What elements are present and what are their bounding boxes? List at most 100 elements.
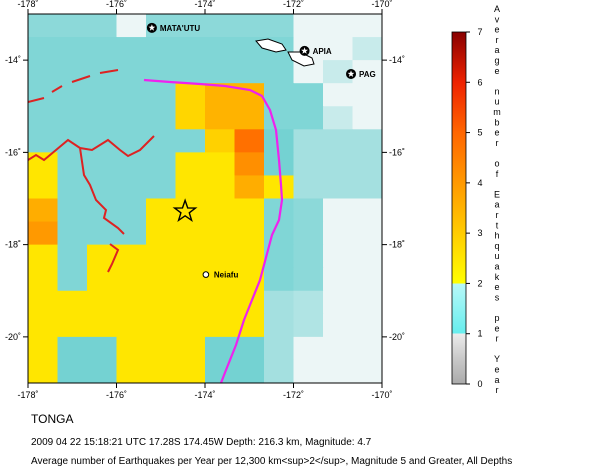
colorbar-ticks: 0 1 2 3 4 5 6 7 xyxy=(466,27,483,389)
map-ticks: -178˚ -178˚ -176˚ -176˚ -174˚ -174˚ -172˚ -172˚… xyxy=(5,0,405,400)
lon-tick-label: -170˚ xyxy=(371,0,392,9)
grid-cell xyxy=(205,14,235,38)
grid-cell xyxy=(116,244,147,269)
place-label: MATA'UTU xyxy=(160,24,200,33)
town-dot-icon xyxy=(202,271,210,278)
grid-cell xyxy=(234,359,265,383)
grid-cell xyxy=(175,336,206,361)
colorbar-title-letter: a xyxy=(494,375,499,385)
grid-cell xyxy=(116,359,147,383)
grid-cell xyxy=(205,152,235,176)
grid-cell xyxy=(352,267,382,292)
colorbar-title-letter: h xyxy=(494,231,499,241)
colorbar-tick-label: 7 xyxy=(477,27,482,37)
lat-tick-label: -18˚ xyxy=(389,240,405,250)
grid-cell xyxy=(87,267,117,292)
colorbar-tick-label: 0 xyxy=(477,379,482,389)
legend-caption: Average number of Earthquakes per Year p… xyxy=(31,456,513,467)
grid-cell xyxy=(175,221,206,246)
grid-cell xyxy=(28,129,58,153)
colorbar-title-letter: n xyxy=(494,86,499,96)
region-title: TONGA xyxy=(31,412,74,426)
grid-cell xyxy=(146,175,176,199)
grid-cell xyxy=(264,60,294,84)
grid-cell xyxy=(116,152,147,176)
lon-tick-label: -170˚ xyxy=(371,390,392,400)
grid-cell xyxy=(175,175,206,199)
colorbar-title-letter: e xyxy=(494,365,499,375)
grid-cell xyxy=(352,221,382,246)
city-star-icon xyxy=(148,24,156,31)
grid-cell xyxy=(116,129,147,153)
grid-cell xyxy=(323,336,353,361)
colorbar-title-letter: e xyxy=(494,66,499,76)
grid-cell xyxy=(352,152,382,176)
colorbar-title-letter: o xyxy=(494,159,499,169)
grid-cell xyxy=(264,106,294,130)
grid-cell xyxy=(205,313,235,338)
grid-cell xyxy=(323,152,353,176)
grid-cell xyxy=(146,267,176,292)
grid-cell xyxy=(175,60,206,84)
fault-lines xyxy=(28,69,155,273)
grid-cell xyxy=(116,313,147,338)
grid-cell xyxy=(28,106,58,130)
grid-cell xyxy=(352,198,382,223)
grid-cell xyxy=(293,60,324,84)
grid-cell xyxy=(87,83,117,107)
grid-cell xyxy=(28,221,58,246)
grid-cell xyxy=(175,37,206,61)
lon-tick-label: -174˚ xyxy=(194,390,215,400)
grid-cell xyxy=(175,290,206,315)
colorbar-title-letter: Y xyxy=(494,354,500,364)
grid-cell xyxy=(28,267,58,292)
grid-cell xyxy=(57,198,88,223)
grid-cell xyxy=(87,106,117,130)
grid-cell xyxy=(234,37,265,61)
grid-cell xyxy=(146,290,176,315)
grid-cell xyxy=(323,359,353,383)
grid-cell xyxy=(146,152,176,176)
grid-cell xyxy=(234,60,265,84)
grid-cell xyxy=(205,60,235,84)
grid-cell xyxy=(293,290,324,315)
grid-cell xyxy=(87,313,117,338)
grid-cell xyxy=(175,14,206,38)
grid-cell xyxy=(205,175,235,199)
grid-cell xyxy=(352,244,382,269)
grid-cell xyxy=(116,106,147,130)
grid-cell xyxy=(87,359,117,383)
grid-cell xyxy=(293,14,324,38)
colorbar-title-letter: t xyxy=(496,220,499,230)
colorbar-tick-label: 3 xyxy=(477,228,482,238)
grid-cell xyxy=(234,198,265,223)
grid-cell xyxy=(234,336,265,361)
grid-cell xyxy=(146,359,176,383)
grid-cell xyxy=(352,336,382,361)
colorbar-title-letter: s xyxy=(495,292,500,302)
grid-cell xyxy=(323,313,353,338)
grid-cell xyxy=(323,106,353,130)
city-star-icon xyxy=(347,70,355,77)
lat-tick-label: -14˚ xyxy=(5,55,21,65)
grid-cell xyxy=(234,106,265,130)
density-grid xyxy=(28,14,382,383)
grid-cell xyxy=(87,221,117,246)
grid-cell xyxy=(234,129,265,153)
grid-cell xyxy=(352,37,382,61)
grid-cell xyxy=(57,244,88,269)
grid-cell xyxy=(28,244,58,269)
grid-cell xyxy=(234,152,265,176)
colorbar-title-letter: a xyxy=(494,45,499,55)
colorbar-title-letter: b xyxy=(494,117,499,127)
colorbar-title-letter: u xyxy=(494,97,499,107)
grid-cell xyxy=(146,313,176,338)
grid-cell xyxy=(146,37,176,61)
colorbar-title-letter: m xyxy=(493,107,501,117)
colorbar-title-letter: p xyxy=(494,313,499,323)
grid-cell xyxy=(352,129,382,153)
grid-cell xyxy=(205,336,235,361)
grid-cell xyxy=(28,60,58,84)
lat-tick-label: -14˚ xyxy=(389,55,405,65)
